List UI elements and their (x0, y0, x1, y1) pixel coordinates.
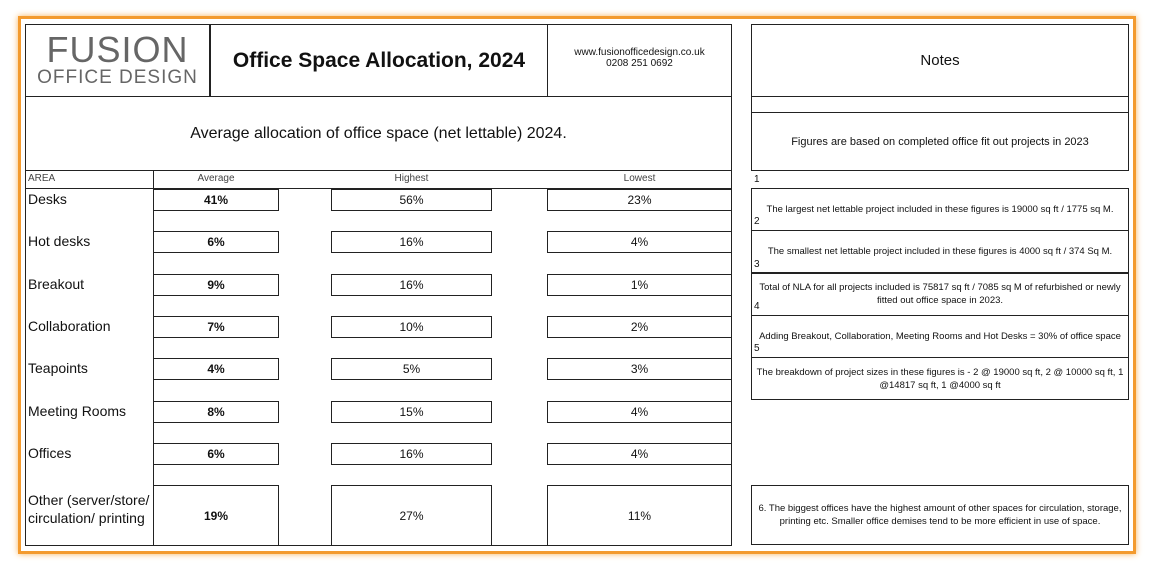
rule (153, 336, 279, 338)
area-label: Breakout (28, 275, 85, 292)
highest-cell: 16% (331, 442, 492, 465)
note-text: Total of NLA for all projects included i… (751, 272, 1129, 316)
area-label: Offices (28, 444, 72, 461)
average-cell: 4% (153, 358, 279, 381)
area-label: Meeting Rooms (28, 402, 127, 419)
lowest-cell: 11% (547, 485, 732, 546)
logo-line1: FUSION (46, 28, 189, 70)
notes-spacer (751, 96, 1129, 113)
average-cell: 9% (153, 273, 279, 296)
note-text: Adding Breakout, Collaboration, Meeting … (751, 314, 1129, 358)
contact: www.fusionofficedesign.co.uk 0208 251 06… (547, 24, 732, 97)
column-header: Average (197, 173, 235, 184)
rule (153, 294, 279, 296)
note-text: The breakdown of project sizes in these … (751, 357, 1129, 401)
frame (18, 16, 1136, 554)
rule (153, 252, 279, 254)
rule (25, 188, 732, 189)
rule (153, 463, 279, 465)
lowest-cell: 3% (547, 358, 732, 381)
notes-intro: Figures are based on completed office fi… (751, 112, 1129, 171)
highest-cell: 16% (331, 273, 492, 296)
note-number: 3 (754, 258, 760, 270)
average-cell: 7% (153, 315, 279, 338)
highest-cell: 27% (331, 485, 492, 546)
lowest-cell: 1% (547, 273, 732, 296)
note-number: 2 (754, 216, 760, 228)
title: Office Space Allocation, 2024 (210, 24, 548, 97)
column-header: Highest (394, 173, 429, 184)
average-cell: 6% (153, 442, 279, 465)
area-label: Desks (28, 191, 67, 207)
lowest-cell: 4% (547, 442, 732, 465)
average-cell: 19% (153, 485, 279, 546)
highest-cell: 56% (331, 189, 492, 211)
highest-cell: 15% (331, 400, 492, 423)
column-header: Lowest (623, 173, 656, 184)
phone: 0208 251 0692 (606, 58, 673, 69)
lowest-cell: 4% (547, 400, 732, 423)
area-label: Collaboration (28, 317, 111, 334)
logo: FUSION OFFICE DESIGN (25, 24, 211, 97)
average-cell: 8% (153, 400, 279, 423)
rule (153, 210, 279, 211)
rule (731, 170, 732, 546)
website: www.fusionofficedesign.co.uk (574, 47, 705, 58)
note-number: 5 (754, 343, 760, 355)
rule (153, 379, 279, 381)
subtitle: Average allocation of office space (net … (25, 96, 732, 171)
rule (25, 170, 26, 546)
lowest-cell: 23% (547, 189, 732, 211)
area-label: Other (server/store/circulation/ printin… (28, 492, 150, 526)
highest-cell: 10% (331, 315, 492, 338)
rule (25, 170, 732, 171)
note-number: 4 (754, 300, 760, 312)
average-cell: 41% (153, 189, 279, 211)
rule (153, 170, 154, 546)
lowest-cell: 2% (547, 315, 732, 338)
lowest-cell: 4% (547, 231, 732, 254)
area-label: Hot desks (28, 233, 91, 250)
average-cell: 6% (153, 231, 279, 254)
note-text: The largest net lettable project include… (751, 188, 1129, 231)
note-text: 6. The biggest offices have the highest … (751, 485, 1129, 545)
rule (153, 421, 279, 423)
notes-title: Notes (751, 24, 1129, 97)
logo-line2: OFFICE DESIGN (37, 66, 198, 88)
highest-cell: 5% (331, 358, 492, 381)
highest-cell: 16% (331, 231, 492, 254)
note-text: The smallest net lettable project includ… (751, 230, 1129, 274)
note-number: 1 (754, 174, 760, 185)
column-header: AREA (28, 173, 56, 184)
area-label: Teapoints (28, 360, 88, 377)
